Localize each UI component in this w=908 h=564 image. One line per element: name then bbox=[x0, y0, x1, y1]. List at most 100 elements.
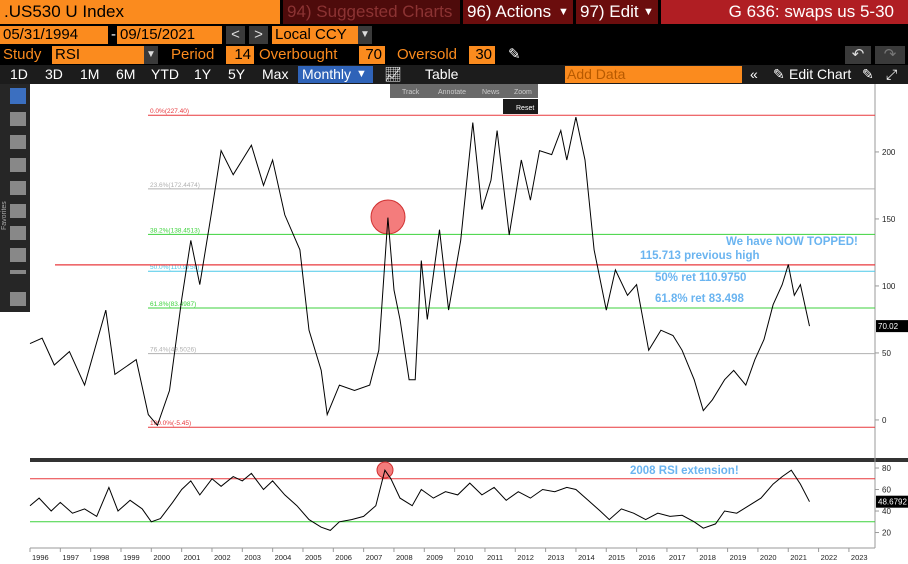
y-tick-label: 150 bbox=[882, 215, 896, 224]
dropdown-icon[interactable]: ▼ bbox=[144, 46, 158, 64]
period-button[interactable]: Max bbox=[262, 66, 289, 82]
period-button[interactable]: 1D bbox=[10, 66, 28, 82]
x-tick-label: 2012 bbox=[517, 553, 534, 562]
last-value-tag bbox=[876, 320, 908, 333]
panel-separator bbox=[30, 458, 908, 462]
dropdown-icon: ▼ bbox=[356, 66, 373, 83]
period-button[interactable]: 6M bbox=[116, 66, 136, 82]
fib-label: 23.6%(172.4474) bbox=[150, 182, 200, 189]
oversold-input[interactable]: 30 bbox=[469, 46, 495, 64]
fib-label: 50.0%(110.9750) bbox=[150, 264, 199, 271]
x-tick-label: 2013 bbox=[548, 553, 565, 562]
popup-item[interactable]: Reset bbox=[516, 105, 534, 112]
fib-label: 38.2%(138.4513) bbox=[150, 227, 200, 234]
period-label: Period bbox=[171, 46, 215, 63]
x-tick-label: 2007 bbox=[366, 553, 383, 562]
x-tick-label: 2011 bbox=[487, 553, 503, 562]
add-data[interactable]: Add Data bbox=[565, 66, 742, 83]
collapse-icon[interactable]: « bbox=[750, 66, 758, 82]
popup-item[interactable]: Annotate bbox=[438, 89, 466, 96]
y-tick-label: 100 bbox=[882, 282, 896, 291]
expand-icon[interactable]: ⤢ bbox=[886, 66, 898, 82]
settings-icon[interactable]: ✎ bbox=[862, 66, 874, 82]
annotation: 115.713 previous high bbox=[640, 250, 760, 262]
dropdown-icon: ▼ bbox=[643, 0, 658, 24]
x-tick-label: 2021 bbox=[790, 553, 807, 562]
overbought-label: Overbought bbox=[259, 46, 338, 63]
toolbar-icons bbox=[10, 88, 26, 306]
chart-icon[interactable]: 📈︎ bbox=[384, 66, 402, 82]
x-tick-label: 1998 bbox=[93, 553, 110, 562]
redo-button[interactable]: ↷ bbox=[875, 46, 905, 64]
chart-area: Favorites Track Annotate News Zoom Reset… bbox=[0, 84, 908, 564]
period-button[interactable]: YTD bbox=[151, 66, 179, 82]
y-tick-label: 0 bbox=[882, 416, 887, 425]
suggested-charts[interactable]: 94) Suggested Charts bbox=[283, 0, 460, 24]
highlight-circle bbox=[370, 199, 406, 235]
popup-item[interactable]: Track bbox=[402, 89, 420, 96]
study-label: Study bbox=[3, 46, 42, 63]
back-button[interactable]: < bbox=[226, 26, 245, 44]
start-date[interactable]: 05/31/1994 bbox=[0, 26, 108, 44]
y-tick-label: 80 bbox=[882, 464, 891, 473]
ticker[interactable]: .US530 U Index bbox=[0, 0, 280, 24]
x-tick-label: 1997 bbox=[62, 553, 79, 562]
period-button[interactable]: 1Y bbox=[194, 66, 212, 82]
currency[interactable]: Local CCY bbox=[272, 26, 358, 44]
x-tick-label: 2016 bbox=[639, 553, 656, 562]
end-date[interactable]: 09/15/2021 bbox=[117, 26, 222, 44]
dropdown-icon[interactable]: ▼ bbox=[358, 26, 372, 44]
x-tick-label: 2001 bbox=[184, 553, 201, 562]
x-tick-label: 2004 bbox=[275, 553, 292, 562]
annotation: 50% ret 110.9750 bbox=[655, 272, 746, 284]
dropdown-icon: ▼ bbox=[558, 0, 573, 24]
fib-label: 100.0%(-5.45) bbox=[150, 420, 191, 427]
period-button[interactable]: 3D bbox=[45, 66, 63, 82]
popup-item[interactable]: Zoom bbox=[514, 89, 532, 96]
y-tick-label: 20 bbox=[882, 529, 891, 538]
fib-label: 0.0%(227.40) bbox=[150, 108, 189, 115]
x-tick-label: 2017 bbox=[669, 553, 686, 562]
undo-button[interactable]: ↶ bbox=[845, 46, 871, 64]
popup-item[interactable]: News bbox=[482, 89, 500, 96]
edit-menu[interactable]: 97) Edit bbox=[576, 0, 644, 24]
table-button[interactable]: Table bbox=[425, 66, 459, 82]
y-tick-label: 50 bbox=[882, 349, 891, 358]
last-value-label: 48.6792 bbox=[878, 498, 907, 507]
date-dash: - bbox=[111, 26, 116, 43]
actions-menu[interactable]: 96) Actions bbox=[463, 0, 559, 24]
favorites-label: Favorites bbox=[1, 201, 8, 230]
period-input[interactable]: 14 bbox=[226, 46, 254, 64]
x-tick-label: 2023 bbox=[851, 553, 868, 562]
edit-icon: ✎ bbox=[773, 66, 785, 82]
period-button[interactable]: 1M bbox=[80, 66, 100, 82]
chart-background bbox=[0, 84, 908, 564]
study-name[interactable]: RSI bbox=[52, 46, 144, 64]
x-tick-label: 2008 bbox=[396, 553, 413, 562]
x-tick-label: 2002 bbox=[214, 553, 231, 562]
forward-button[interactable]: > bbox=[249, 26, 268, 44]
function-title: G 636: swaps us 5-30 bbox=[661, 0, 908, 24]
popup-toolbar: Track Annotate News Zoom Reset bbox=[390, 84, 538, 114]
edit-chart[interactable]: Edit Chart bbox=[789, 66, 852, 82]
pencil-icon[interactable]: ✎ bbox=[508, 46, 521, 63]
frequency[interactable]: Monthly bbox=[298, 66, 358, 83]
y-tick-label: 60 bbox=[882, 486, 891, 495]
fib-label: 76.4%(49.5026) bbox=[150, 347, 196, 354]
annotation: 61.8% ret 83.498 bbox=[655, 293, 744, 305]
x-tick-label: 1996 bbox=[32, 553, 49, 562]
y-tick-label: 40 bbox=[882, 507, 891, 516]
last-value-tag bbox=[876, 495, 908, 508]
period-button[interactable]: 5Y bbox=[228, 66, 246, 82]
x-tick-label: 2014 bbox=[578, 553, 595, 562]
x-tick-label: 2015 bbox=[608, 553, 625, 562]
fib-label: 61.8%(83.4987) bbox=[150, 301, 196, 308]
x-tick-label: 1999 bbox=[123, 553, 140, 562]
x-tick-label: 2019 bbox=[730, 553, 747, 562]
overbought-input[interactable]: 70 bbox=[359, 46, 385, 64]
x-tick-label: 2018 bbox=[699, 553, 716, 562]
x-tick-label: 2000 bbox=[153, 553, 170, 562]
x-tick-label: 2009 bbox=[426, 553, 443, 562]
oversold-label: Oversold bbox=[397, 46, 458, 63]
